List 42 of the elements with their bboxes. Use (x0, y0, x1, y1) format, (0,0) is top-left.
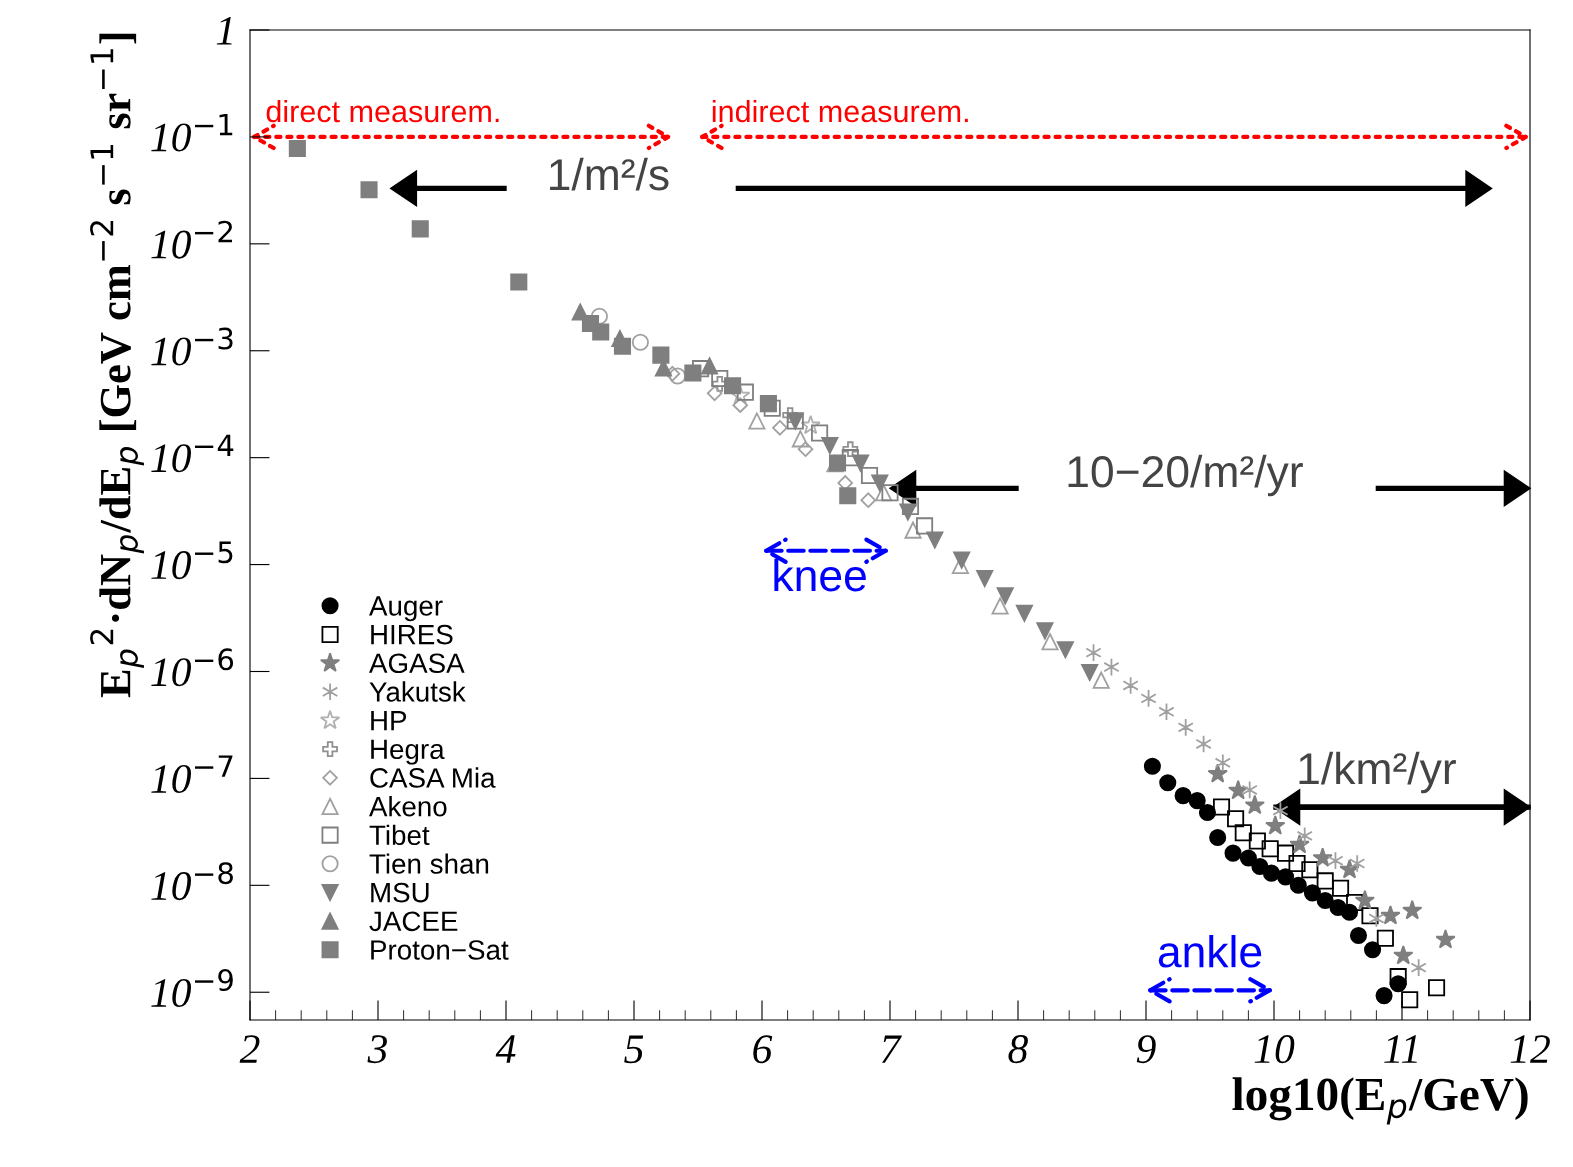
legend-label: HIRES (371, 624, 453, 645)
legend-label: Auger (369, 596, 443, 622)
annotation: indirect measurem. (712, 99, 968, 123)
x-tick-label: 10 (1254, 1035, 1295, 1064)
x-tick-label: 3 (367, 1035, 387, 1064)
x-tick-label: 9 (1136, 1035, 1156, 1064)
x-tick-label: 5 (624, 1035, 644, 1064)
annotation: 1/km²/yr (1299, 751, 1456, 794)
legend-label: Hegra (371, 739, 445, 765)
annotation: 1/m²/s (550, 157, 669, 191)
x-tick-label: 12 (1510, 1035, 1550, 1063)
legend-label: MSU (371, 882, 429, 903)
legend-label: HP (371, 711, 407, 731)
text: E$_{p}$$^{2}$·dN$_{p}$/dE$_{p}$ [GeV cm$^{−2}$ s$^{−1}$ sr$^{−1}$] (90, 33, 144, 698)
y-tick-label: 10$^{−8}$ (151, 862, 233, 901)
x-tick-label: 11 (1384, 1035, 1417, 1063)
x-tick-label: 8 (1008, 1035, 1028, 1064)
y-tick-label: 10$^{−2}$ (151, 220, 232, 259)
y-tick-label: 1 (216, 16, 232, 45)
x-tick-label: 7 (882, 1035, 902, 1063)
legend-label: Proton−Sat (371, 940, 509, 960)
x-tick-label: 4 (495, 1035, 516, 1063)
y-tick-label: 10$^{−1}$ (151, 113, 233, 152)
y-tick-label: 10$^{−6}$ (151, 648, 234, 687)
annotation: direct measurem. (266, 99, 499, 123)
y-tick-label: 10$^{−5}$ (151, 541, 233, 580)
y-tick-label: 10$^{−3}$ (151, 327, 233, 366)
x-tick-label: 2 (239, 1035, 260, 1063)
y-tick-label: 10$^{−4}$ (151, 434, 234, 473)
legend-label: Tibet (369, 824, 430, 846)
x-axis-title: log10(E$_{p}$/GeV) (1232, 1077, 1528, 1125)
legend-label: Tien shan (369, 853, 489, 874)
annotation: knee (774, 558, 866, 592)
legend-label: AGASA (369, 653, 465, 674)
y-tick-label: 10$^{−7}$ (151, 755, 233, 794)
legend-label: JACEE (369, 911, 458, 932)
annotation: ankle (1158, 934, 1262, 968)
legend-label: Akeno (369, 796, 447, 817)
x-tick-label: 6 (753, 1035, 773, 1064)
legend-label: CASA Mia (370, 767, 496, 788)
annotation: 10−20/m²/yr (1068, 454, 1303, 497)
y-tick-label: 10$^{−9}$ (151, 969, 233, 1008)
